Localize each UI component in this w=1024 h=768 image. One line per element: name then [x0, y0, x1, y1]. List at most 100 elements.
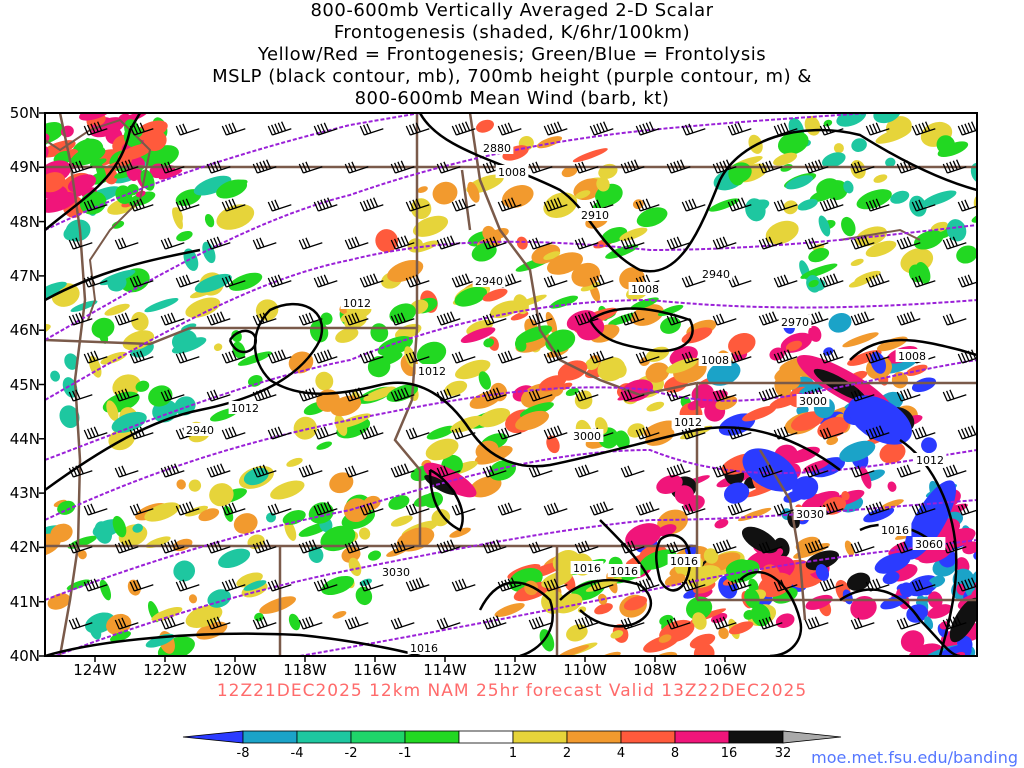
- wind-barb: [482, 465, 507, 478]
- wind-barb: [896, 617, 921, 630]
- wind-barb: [850, 235, 875, 250]
- shading-cell: [91, 317, 115, 339]
- shading-cell: [936, 135, 956, 155]
- wind-barb: [865, 122, 890, 136]
- shading-cell: [873, 174, 888, 183]
- wind-barb: [819, 578, 844, 592]
- wind-barb: [681, 503, 706, 516]
- shading-cell: [800, 263, 838, 279]
- wind-barb: [528, 616, 553, 630]
- shading-cell: [106, 400, 119, 422]
- shading-cell: [585, 358, 599, 371]
- wind-barb: [267, 199, 292, 212]
- shading-cell: [284, 519, 297, 541]
- shading-cell: [516, 236, 528, 250]
- wind-barb: [344, 312, 369, 326]
- shading-cell: [362, 495, 381, 511]
- svg-text:1012: 1012: [674, 416, 702, 429]
- shading-cell: [106, 613, 132, 635]
- shading-cell: [828, 313, 852, 333]
- wind-barb: [528, 541, 553, 554]
- wind-barb: [390, 312, 415, 326]
- shading-cell: [183, 248, 199, 271]
- shading-cell: [336, 413, 372, 429]
- shading-cell: [737, 507, 772, 522]
- svg-text:1008: 1008: [498, 166, 526, 179]
- shading-cell: [859, 466, 872, 489]
- svg-text:1016: 1016: [410, 642, 438, 655]
- wind-barb: [896, 160, 921, 174]
- wind-barb: [543, 349, 568, 364]
- wind-barb: [436, 161, 461, 174]
- shading-cell: [946, 219, 967, 242]
- shading-cell: [545, 329, 576, 353]
- wind-barb: [497, 350, 522, 364]
- wind-barb: [712, 236, 737, 250]
- website-credit[interactable]: moe.met.fsu.edu/banding: [811, 748, 1018, 767]
- wind-barb: [344, 236, 369, 250]
- shading-cell: [887, 481, 897, 492]
- shading-cell: [900, 630, 925, 653]
- wind-barb: [543, 578, 568, 592]
- wind-barb: [635, 198, 660, 212]
- svg-text:2940: 2940: [186, 424, 214, 437]
- wind-barb: [620, 159, 645, 174]
- wind-barb: [390, 235, 415, 250]
- shading-cell: [321, 575, 355, 596]
- shading-cell: [808, 279, 819, 288]
- wind-barb: [712, 313, 737, 326]
- shading-cell: [444, 380, 468, 396]
- wind-barb: [865, 578, 890, 592]
- svg-text:3060: 3060: [915, 538, 943, 551]
- shading-cell: [575, 190, 591, 199]
- wind-barb: [681, 123, 706, 136]
- shading-cell: [865, 240, 897, 258]
- mslp-contour-label: 1016: [570, 561, 604, 575]
- shading-cell: [476, 119, 494, 133]
- shading-cell: [209, 483, 234, 507]
- wind-barb: [129, 275, 154, 288]
- wind-barb: [804, 464, 829, 478]
- shading-cell: [490, 300, 521, 319]
- wind-barb: [359, 273, 384, 288]
- wind-barb: [390, 463, 415, 478]
- wind-barb: [574, 389, 599, 402]
- wind-barb: [344, 540, 369, 554]
- svg-text:1008: 1008: [631, 283, 659, 296]
- wind-barb: [712, 539, 737, 554]
- wind-barb: [482, 539, 507, 554]
- wind-barb: [850, 161, 875, 174]
- shading-band: [813, 368, 867, 402]
- wind-barb: [83, 578, 108, 592]
- svg-text:3000: 3000: [799, 395, 827, 408]
- lat-label: 45N: [9, 375, 40, 394]
- wind-barb: [666, 236, 691, 250]
- wind-barb: [712, 388, 737, 402]
- shading-cell: [431, 509, 451, 527]
- shading-cell: [596, 176, 610, 192]
- wind-barb: [405, 427, 430, 440]
- wind-barb: [666, 313, 691, 326]
- shading-cell: [743, 610, 755, 620]
- shading-cell: [204, 213, 215, 228]
- shading-cell: [79, 113, 114, 121]
- wind-barb: [635, 577, 660, 592]
- shading-cell: [921, 190, 957, 207]
- shading-cell: [785, 175, 813, 190]
- shading-cell: [151, 607, 183, 622]
- wind-barb: [451, 198, 476, 212]
- wind-barb: [359, 123, 384, 136]
- wind-barb: [175, 198, 200, 212]
- shading-cell: [11, 290, 38, 313]
- mslp-contour-label: 1012: [340, 296, 374, 310]
- shading-cell: [561, 166, 578, 178]
- shading-cell: [416, 341, 447, 366]
- wind-barb: [528, 389, 553, 402]
- wind-barb: [267, 503, 292, 516]
- shading-cell: [656, 474, 683, 495]
- shading-cell: [213, 343, 223, 351]
- mslp-contour-label: 1016: [878, 523, 912, 537]
- shading-cell: [745, 199, 770, 214]
- wind-barb: [160, 616, 185, 630]
- wind-barb: [129, 350, 154, 364]
